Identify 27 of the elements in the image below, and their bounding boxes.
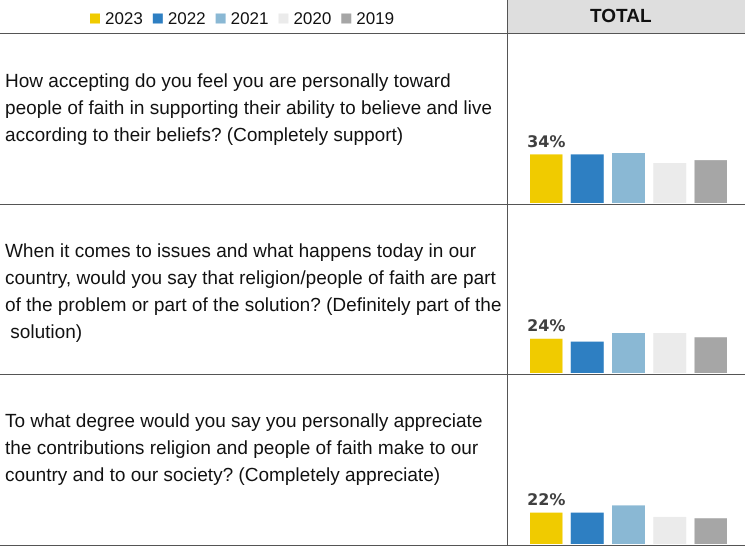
bar [570,154,604,203]
legend-label: 2019 [356,9,394,28]
bar [694,337,727,373]
data-label: 24% [527,316,566,336]
legend-label: 2022 [168,9,206,28]
bar [653,333,686,373]
text: To what degree would you say you personally appreciate the contributions religion and people of faith make to our country and to our society? (Completely appreciate) [5,411,488,486]
bar [612,505,645,544]
bar [612,153,645,203]
bar [530,512,562,544]
text: How accepting do you feel you are personally toward people of faith in supporting their ability to believe and live according to their beliefs? (Completely support) [5,71,498,146]
bar [653,163,686,203]
bar [653,516,686,544]
bar [530,338,562,373]
text: TOTAL [590,6,652,27]
legend-label: 2023 [105,9,143,28]
bar [570,512,604,544]
legend-label: 2020 [293,9,332,28]
bar [694,160,727,203]
bar [612,333,645,373]
legend-label: 2021 [230,9,268,28]
text: When it comes to issues and what happens today in our country, would you say that religion/people of faith are part of the problem or part of the solution? (Definitely part of the solution) [5,241,502,343]
bar [570,342,604,373]
data-label: 22% [527,490,566,510]
bar [530,154,562,203]
bar [694,518,727,544]
data-label: 34% [527,132,566,151]
